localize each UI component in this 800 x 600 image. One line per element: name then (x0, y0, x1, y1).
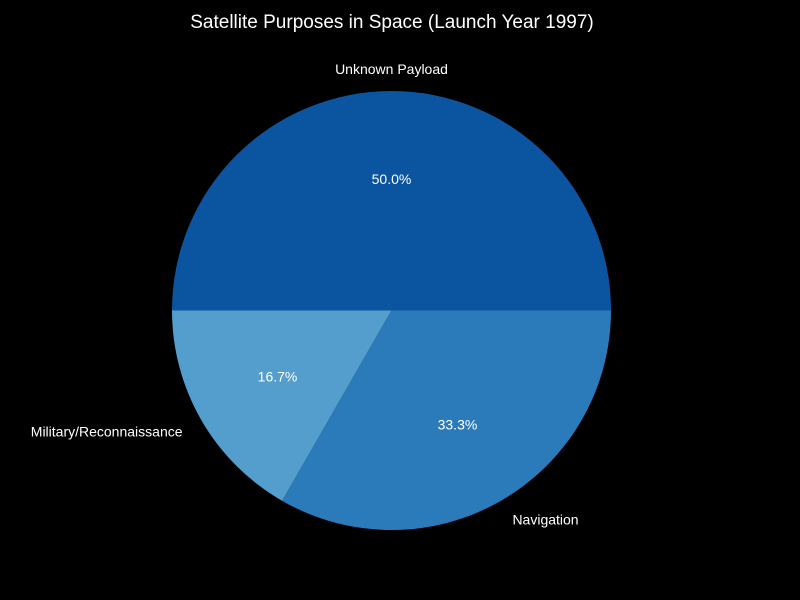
percent-label: 33.3% (438, 416, 478, 432)
pie-slice-unknown-payload (172, 91, 611, 311)
pie-labels: Unknown Payload 50.0% Military/Reconnaissa… (31, 61, 579, 527)
pie-slice-navigation (282, 310, 611, 530)
slice-label: Military/Reconnaissance (31, 423, 183, 439)
slice-label: Navigation (512, 511, 578, 527)
percent-label: 16.7% (258, 368, 298, 384)
pie-slice-military-reconnaissance (172, 310, 392, 501)
chart-title: Satellite Purposes in Space (Launch Year… (190, 12, 594, 33)
slice-label: Unknown Payload (335, 61, 448, 77)
percent-label: 50.0% (372, 171, 412, 187)
pie-slices (172, 91, 611, 530)
